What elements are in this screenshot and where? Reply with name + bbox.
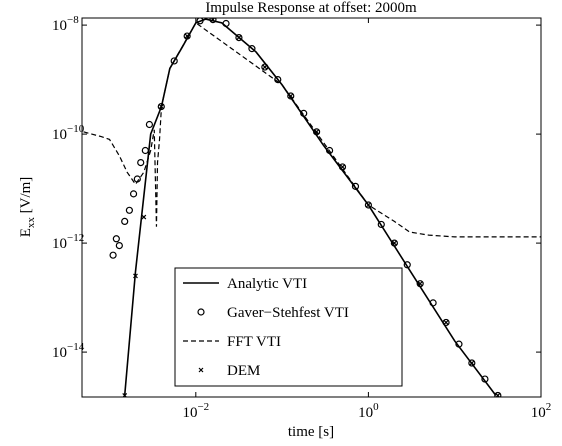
series-marker xyxy=(416,280,424,288)
series-marker xyxy=(262,64,268,70)
x-tick-label: 10−2 xyxy=(182,401,209,421)
legend-label: Gaver−Stehfest VTI xyxy=(227,305,349,321)
series-marker xyxy=(288,93,294,99)
series-marker xyxy=(300,109,308,117)
series-marker xyxy=(222,19,230,28)
y-tick-label: 10−8 xyxy=(52,14,79,34)
series-marker xyxy=(442,318,450,327)
y-tick-label: 10−14 xyxy=(52,341,85,361)
series-marker xyxy=(364,201,373,209)
legend-label: Analytic VTI xyxy=(227,276,307,292)
series-marker xyxy=(170,57,178,65)
series-marker xyxy=(137,158,145,167)
x-tick-label: 100 xyxy=(358,401,379,421)
series-marker xyxy=(145,120,154,129)
series-marker xyxy=(481,375,489,383)
series-marker xyxy=(184,33,190,39)
series-marker xyxy=(429,299,437,307)
series-marker xyxy=(141,146,149,155)
y-tick-label: 10−10 xyxy=(52,123,85,143)
series-marker xyxy=(468,359,476,367)
series-marker xyxy=(109,251,117,259)
series-marker xyxy=(129,190,138,198)
legend-label: DEM xyxy=(227,363,260,379)
series-marker xyxy=(133,273,138,279)
legend-swatch xyxy=(197,308,205,316)
series-marker xyxy=(494,391,502,397)
chart-title: Impulse Response at offset: 2000m xyxy=(205,0,417,16)
series-marker xyxy=(391,240,397,246)
series-marker xyxy=(314,129,320,135)
series-marker xyxy=(325,146,334,155)
x-axis-label: time [s] xyxy=(288,424,334,440)
series-marker xyxy=(196,18,204,25)
x-tick-label: 102 xyxy=(531,401,552,421)
series-marker xyxy=(235,33,243,42)
series-marker xyxy=(443,320,449,325)
series-marker xyxy=(141,214,147,220)
series-marker xyxy=(261,63,269,71)
series-marker xyxy=(112,235,120,243)
series-marker xyxy=(121,217,129,226)
series-marker xyxy=(125,206,133,214)
series-marker xyxy=(287,92,295,100)
y-axis-label: Exx [V/m] xyxy=(18,177,37,238)
series-line xyxy=(83,21,541,238)
axes-frame xyxy=(81,17,542,398)
series-marker xyxy=(417,281,423,287)
series-marker xyxy=(158,104,164,109)
series-marker xyxy=(274,76,282,84)
plot-area xyxy=(83,18,541,397)
series-marker xyxy=(312,128,321,136)
series-marker xyxy=(365,202,371,208)
series-marker xyxy=(403,261,411,269)
series-marker xyxy=(157,102,165,111)
series-marker xyxy=(115,241,123,250)
series-marker xyxy=(209,18,217,24)
series-marker xyxy=(469,360,475,366)
series-marker xyxy=(455,340,463,348)
series-marker xyxy=(248,45,256,53)
series-marker xyxy=(351,182,360,190)
series-marker xyxy=(236,35,242,41)
legend-label: FFT VTI xyxy=(227,334,281,350)
legend-swatch xyxy=(198,367,204,373)
series-marker xyxy=(377,220,385,229)
series-marker xyxy=(340,164,345,170)
legend-box xyxy=(174,267,403,387)
y-tick-label: 10−12 xyxy=(52,232,84,252)
series-marker xyxy=(390,239,398,247)
